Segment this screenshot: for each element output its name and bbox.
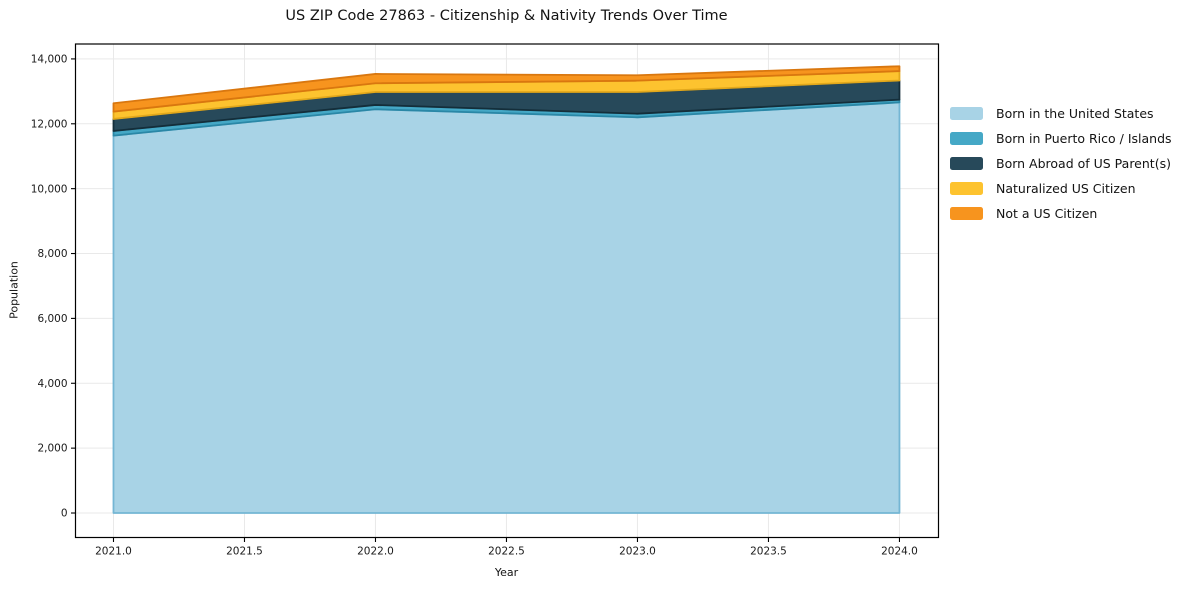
legend-label: Naturalized US Citizen — [996, 181, 1136, 196]
legend-item: Born Abroad of US Parent(s) — [950, 156, 1172, 171]
x-tick-label: 2021.0 — [95, 546, 132, 558]
y-tick-label: 4,000 — [37, 378, 67, 390]
stacked-areas — [112, 65, 901, 514]
legend-item: Not a US Citizen — [950, 206, 1172, 221]
x-tick-label: 2022.0 — [357, 546, 394, 558]
chart-title: US ZIP Code 27863 - Citizenship & Nativi… — [285, 8, 728, 24]
legend-label: Born in the United States — [996, 106, 1154, 121]
y-tick-label: 2,000 — [37, 443, 67, 455]
y-axis-label: Population — [7, 261, 21, 319]
x-tick-label: 2021.5 — [226, 546, 263, 558]
y-tick-label: 14,000 — [31, 54, 68, 66]
legend-swatch-born-in-us — [950, 107, 983, 120]
x-tick-label: 2022.5 — [488, 546, 525, 558]
x-tick-label: 2024.0 — [881, 546, 918, 558]
legend-label: Born in Puerto Rico / Islands — [996, 131, 1172, 146]
legend-item: Naturalized US Citizen — [950, 181, 1172, 196]
legend-item: Born in the United States — [950, 106, 1172, 121]
y-tick-label: 10,000 — [31, 183, 68, 195]
legend-swatch-not-citizen — [950, 207, 983, 220]
area-born-in-the-united-states — [112, 101, 901, 514]
y-tick-label: 6,000 — [37, 313, 67, 325]
legend-item: Born in Puerto Rico / Islands — [950, 131, 1172, 146]
y-tick-label: 0 — [61, 508, 68, 520]
x-axis-label: Year — [494, 566, 519, 579]
legend-swatch-naturalized — [950, 182, 983, 195]
legend-swatch-born-in-puerto-rico — [950, 132, 983, 145]
legend-swatch-born-abroad — [950, 157, 983, 170]
legend: Born in the United States Born in Puerto… — [950, 106, 1172, 221]
x-tick-label: 2023.0 — [619, 546, 656, 558]
legend-label: Not a US Citizen — [996, 206, 1098, 221]
area-not-a-us-citizen — [112, 65, 901, 113]
x-tick-label: 2023.5 — [750, 546, 787, 558]
tick-labels: 2021.0 2021.5 2022.0 2022.5 2023.0 2023.5 2024… — [31, 54, 918, 558]
axis-ticks — [71, 58, 901, 542]
y-tick-label: 8,000 — [37, 248, 67, 260]
legend-label: Born Abroad of US Parent(s) — [996, 156, 1171, 171]
y-tick-label: 12,000 — [31, 118, 68, 130]
